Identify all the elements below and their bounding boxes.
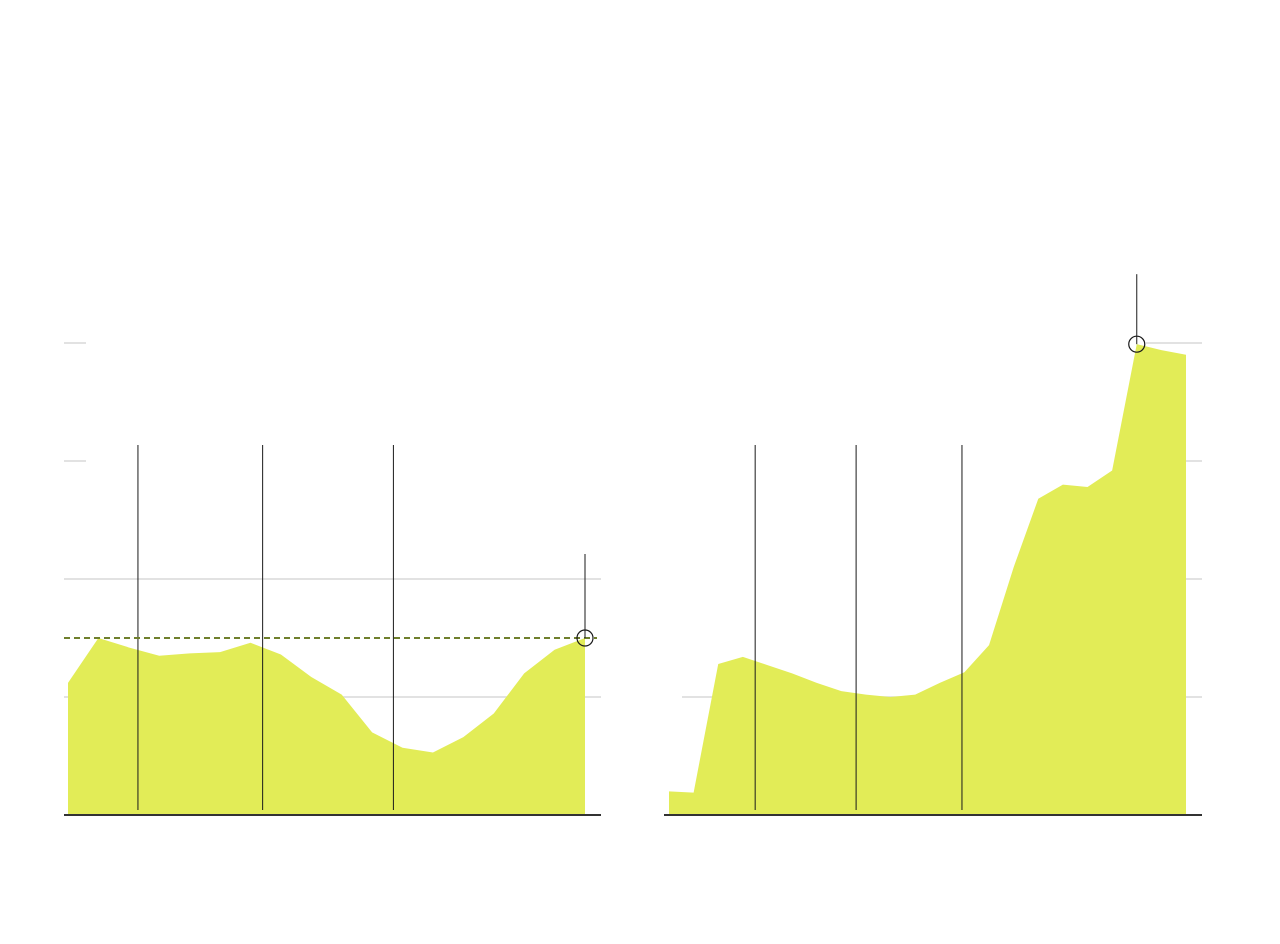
- highlight-point: [1128, 335, 1146, 353]
- chart-panel-2: [664, 274, 1202, 816]
- chart-panel-1: [64, 342, 601, 816]
- area-series: [669, 344, 1186, 815]
- highlight-point: [576, 629, 594, 647]
- area-series: [68, 638, 585, 815]
